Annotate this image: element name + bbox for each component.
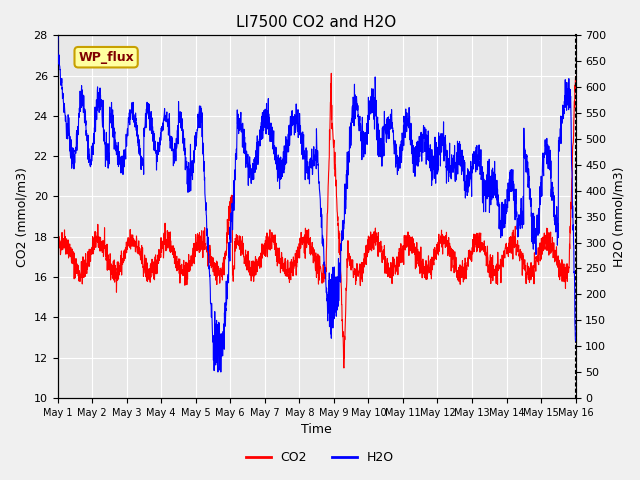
X-axis label: Time: Time: [301, 423, 332, 436]
Text: WP_flux: WP_flux: [78, 51, 134, 64]
Legend: CO2, H2O: CO2, H2O: [241, 446, 399, 469]
Y-axis label: H2O (mmol/m3): H2O (mmol/m3): [612, 167, 625, 267]
Y-axis label: CO2 (mmol/m3): CO2 (mmol/m3): [15, 167, 28, 266]
Title: LI7500 CO2 and H2O: LI7500 CO2 and H2O: [236, 15, 397, 30]
